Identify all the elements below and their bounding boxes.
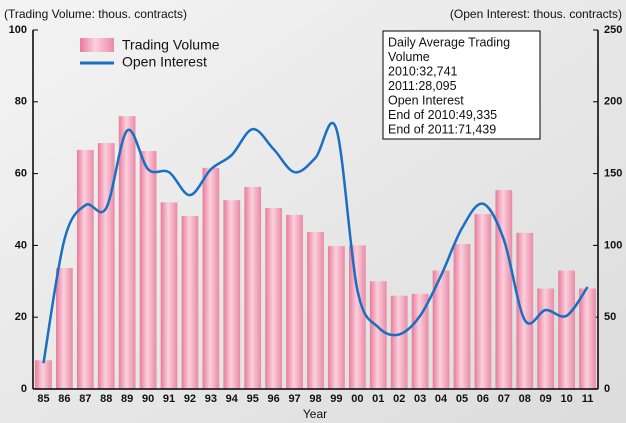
bar [474, 214, 492, 389]
x-tick-label: 98 [309, 393, 321, 405]
bar [223, 200, 241, 389]
x-tick-label: 94 [226, 393, 239, 405]
annotation-text: End of 2010:49,335 [388, 108, 497, 122]
bar [118, 116, 136, 389]
x-tick-label: 85 [37, 393, 49, 405]
x-tick-label: 92 [184, 393, 196, 405]
bar [432, 270, 450, 389]
bar [495, 190, 513, 389]
y2-tick-label: 250 [604, 24, 622, 36]
y2-tick-label: 100 [604, 239, 622, 251]
annotation-text: 2011:28,095 [388, 79, 457, 93]
bar [453, 243, 471, 389]
y-tick-label: 100 [9, 24, 27, 36]
x-tick-label: 08 [519, 393, 531, 405]
bar [181, 215, 199, 389]
annotation-box [382, 30, 541, 140]
x-tick-label: 11 [582, 393, 594, 405]
x-tick-label: 09 [540, 393, 552, 405]
y2-tick-label: 200 [604, 96, 622, 108]
x-tick-label: 91 [163, 393, 175, 405]
y-tick-label: 0 [21, 383, 27, 395]
bar [411, 293, 429, 389]
bar [76, 149, 94, 389]
bar [139, 150, 157, 389]
bar [537, 288, 555, 389]
y2-tick-label: 50 [604, 311, 616, 323]
y2-axis-label: (Open Interest: thous. contracts) [450, 7, 622, 21]
y-tick-label: 40 [15, 239, 27, 251]
x-tick-label: 99 [330, 393, 342, 405]
bar [390, 295, 408, 389]
x-tick-label: 04 [435, 393, 448, 405]
annotation-text: End of 2011:71,439 [388, 122, 496, 136]
annotation-text: Open Interest [388, 93, 464, 107]
bar [328, 246, 345, 389]
x-tick-label: 06 [477, 393, 489, 405]
y-tick-label: 60 [15, 168, 27, 180]
bar [348, 245, 366, 389]
x-tick-label: 00 [351, 393, 363, 405]
bar [97, 143, 115, 389]
annotation-text: 2010:32,741 [388, 64, 458, 78]
x-tick-label: 95 [247, 393, 259, 405]
bar [202, 167, 220, 389]
x-tick-label: 02 [393, 393, 405, 405]
bar [579, 288, 596, 389]
line [42, 121, 589, 364]
y-tick-label: 80 [15, 96, 27, 108]
bar [307, 232, 324, 389]
x-tick-label: 97 [288, 393, 300, 405]
x-tick-label: 03 [414, 393, 426, 405]
annotation-text: Volume [388, 50, 430, 64]
x-tick-label: 96 [268, 393, 280, 405]
y2-tick-label: 0 [604, 383, 610, 395]
x-tick-label: 07 [498, 393, 510, 405]
bar [56, 268, 73, 389]
y-axis-label: (Trading Volume: thous. contracts) [4, 7, 187, 21]
x-axis-label: Year [303, 407, 327, 421]
bar [369, 281, 387, 389]
y2-tick-label: 150 [604, 168, 622, 180]
legend-swatch [80, 38, 114, 52]
x-tick-label: 87 [79, 393, 91, 405]
bar [516, 232, 534, 389]
x-tick-label: 10 [560, 393, 572, 405]
bar [558, 270, 575, 389]
bar [265, 208, 283, 389]
y-tick-label: 20 [15, 311, 27, 323]
legend-label: Trading Volume [122, 37, 220, 53]
x-tick-label: 86 [58, 393, 70, 405]
x-tick-label: 93 [205, 393, 217, 405]
x-tick-label: 01 [372, 393, 384, 405]
bar [160, 202, 178, 389]
x-tick-label: 88 [100, 393, 112, 405]
bar [244, 186, 262, 389]
x-tick-label: 05 [456, 393, 468, 405]
x-tick-label: 90 [142, 393, 154, 405]
x-tick-label: 89 [121, 393, 133, 405]
annotation-text: Daily Average Trading [388, 35, 510, 49]
bar [35, 360, 52, 389]
legend-label: Open Interest [122, 54, 207, 70]
bar [286, 214, 303, 389]
